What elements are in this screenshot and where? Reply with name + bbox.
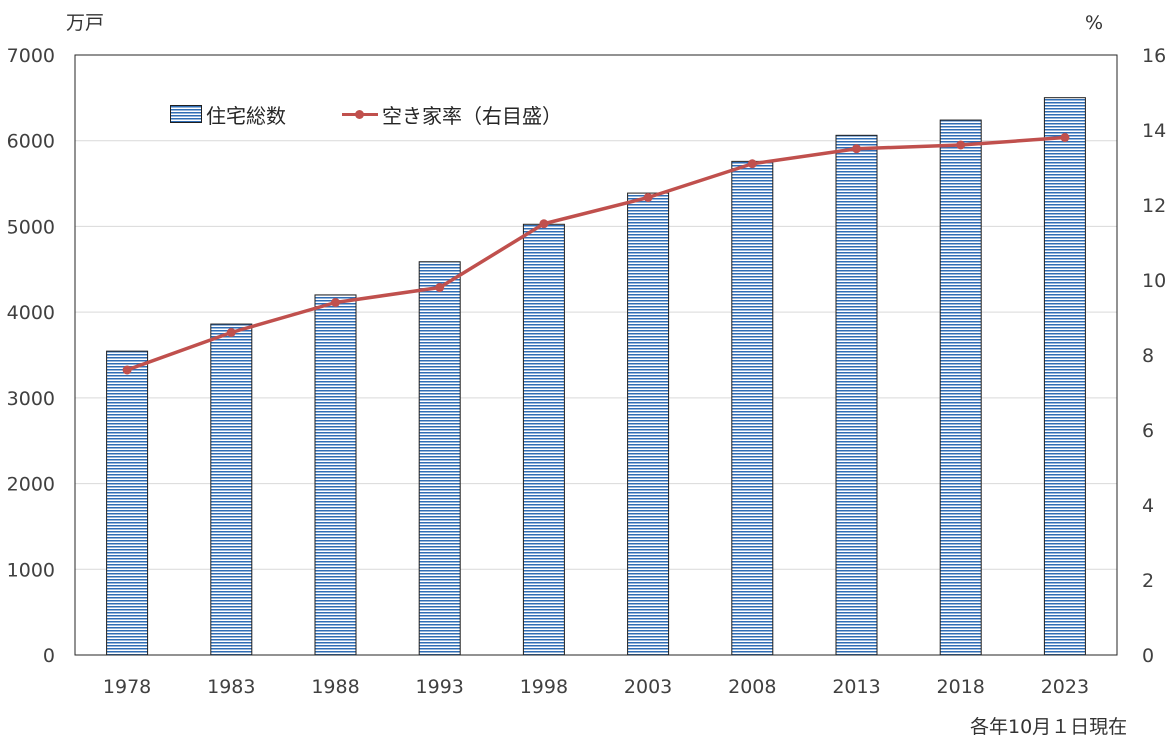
vacancy-rate-point (747, 159, 757, 169)
vacancy-rate-point (331, 298, 340, 307)
right-tick-label: 12 (1142, 195, 1166, 217)
x-tick-label: 1983 (207, 676, 255, 698)
left-axis-unit: 万戸 (66, 12, 105, 34)
x-tick-label: 2003 (624, 676, 672, 698)
legend-vacancy-rate: 空き家率（右目盛） (342, 100, 562, 128)
axis-tick-labels: 0 1000 2000 3000 4000 5000 6000 7000 0 2 4 6 8 10 12 14… (7, 45, 1167, 698)
legend-vacancy-rate-label: 空き家率（右目盛） (382, 103, 562, 128)
bar-housing-total (314, 294, 357, 656)
x-tick-label: 1988 (311, 676, 359, 698)
x-tick-label: 1978 (103, 676, 151, 698)
legend-bar-swatch (170, 105, 202, 123)
right-axis-unit: % (1085, 12, 1104, 34)
bar-housing-total (418, 261, 461, 656)
bar-housing-total (106, 350, 149, 656)
x-tick-label: 2023 (1041, 676, 1089, 698)
right-tick-label: 16 (1142, 45, 1166, 67)
vacancy-rate-point (539, 219, 549, 229)
bar-housing-total (522, 223, 565, 656)
date-note: 各年10月１日現在 (970, 716, 1128, 738)
x-tick-label: 2013 (832, 676, 880, 698)
line-series (122, 133, 1070, 375)
right-tick-label: 8 (1142, 345, 1154, 367)
legend-housing-total-label: 住宅総数 (206, 103, 286, 128)
left-tick-label: 1000 (7, 559, 55, 581)
vacancy-rate-point (1060, 133, 1070, 142)
vacancy-rate-point (852, 144, 861, 154)
legend-line-swatch (342, 105, 378, 123)
vacancy-rate-point (226, 328, 236, 337)
right-tick-label: 0 (1142, 645, 1154, 667)
left-tick-label: 2000 (7, 474, 55, 496)
right-tick-label: 2 (1142, 570, 1154, 592)
x-tick-label: 1993 (416, 676, 464, 698)
vacancy-rate-line (126, 135, 1066, 372)
left-tick-label: 0 (43, 645, 55, 667)
bar-housing-total (627, 192, 670, 656)
right-tick-label: 6 (1142, 420, 1154, 442)
x-tick-label: 2018 (937, 676, 985, 698)
bar-housing-total (939, 119, 982, 656)
vacancy-rate-point (435, 283, 445, 292)
bar-series (106, 97, 1086, 656)
right-tick-label: 4 (1142, 495, 1154, 517)
right-tick-label: 14 (1142, 120, 1166, 142)
plot-frame (74, 54, 1118, 656)
bar-housing-total (731, 160, 774, 656)
bar-housing-total (210, 323, 253, 656)
x-tick-label: 2008 (728, 676, 776, 698)
x-tick-label: 1998 (520, 676, 568, 698)
left-tick-label: 4000 (7, 302, 55, 324)
left-tick-label: 6000 (7, 131, 55, 153)
vacancy-rate-point (122, 365, 132, 375)
bar-housing-total (835, 134, 878, 656)
vacancy-rate-point (643, 193, 653, 202)
left-tick-label: 7000 (7, 45, 55, 67)
left-tick-label: 5000 (7, 216, 55, 238)
left-tick-label: 3000 (7, 388, 55, 410)
bar-housing-total (1043, 97, 1086, 656)
vacancy-rate-point (956, 140, 966, 150)
plot-area-border (74, 54, 1118, 656)
legend-housing-total: 住宅総数 (170, 100, 286, 128)
right-tick-label: 10 (1142, 270, 1166, 292)
